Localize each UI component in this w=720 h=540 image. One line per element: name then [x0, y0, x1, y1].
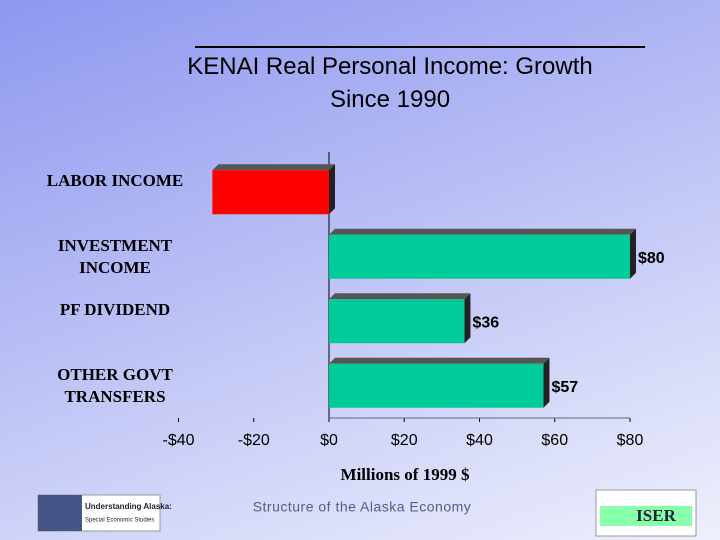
x-tick-label: $0	[320, 432, 338, 449]
x-tick-label: -$40	[162, 432, 194, 449]
ua-logo-title: Understanding Alaska:	[85, 502, 172, 511]
category-label: PF DIVIDEND	[59, 300, 171, 320]
bar-side	[630, 228, 636, 279]
iser-logo-text: ISER	[636, 506, 676, 525]
iser-logo-band	[600, 506, 692, 526]
value-label: $57	[551, 379, 578, 396]
x-tick-label: $40	[466, 432, 493, 449]
chart-title: KENAI Real Personal Income: Growth Since…	[187, 53, 593, 113]
category-label: OTHER GOVT TRANSFERS	[57, 364, 173, 406]
value-label: $36	[472, 314, 499, 331]
ua-logo-subtitle: Special Economic Studies	[85, 518, 154, 524]
x-tick-label: $80	[617, 432, 644, 449]
bar	[329, 299, 465, 344]
bar-side	[329, 164, 335, 215]
bar-top	[329, 228, 636, 235]
ua-logo-mark	[38, 495, 82, 531]
bar	[212, 170, 329, 215]
bar	[329, 363, 544, 408]
category-label: LABOR INCOME	[46, 171, 184, 191]
category-label: INVESTMENT INCOME	[57, 235, 173, 277]
bar-top	[329, 293, 471, 300]
bar	[329, 234, 630, 279]
bar-side	[543, 357, 550, 408]
x-tick-label: $60	[541, 432, 568, 449]
x-axis-label: Millions of 1999 $	[341, 465, 470, 484]
x-tick-label: $20	[391, 432, 418, 449]
bar-side	[464, 293, 471, 344]
x-tick-label: -$20	[238, 432, 270, 449]
bar-top	[329, 357, 550, 364]
bar-top	[212, 164, 335, 171]
footer-title: Structure of the Alaska Economy	[253, 499, 472, 515]
value-label: $80	[638, 250, 665, 267]
